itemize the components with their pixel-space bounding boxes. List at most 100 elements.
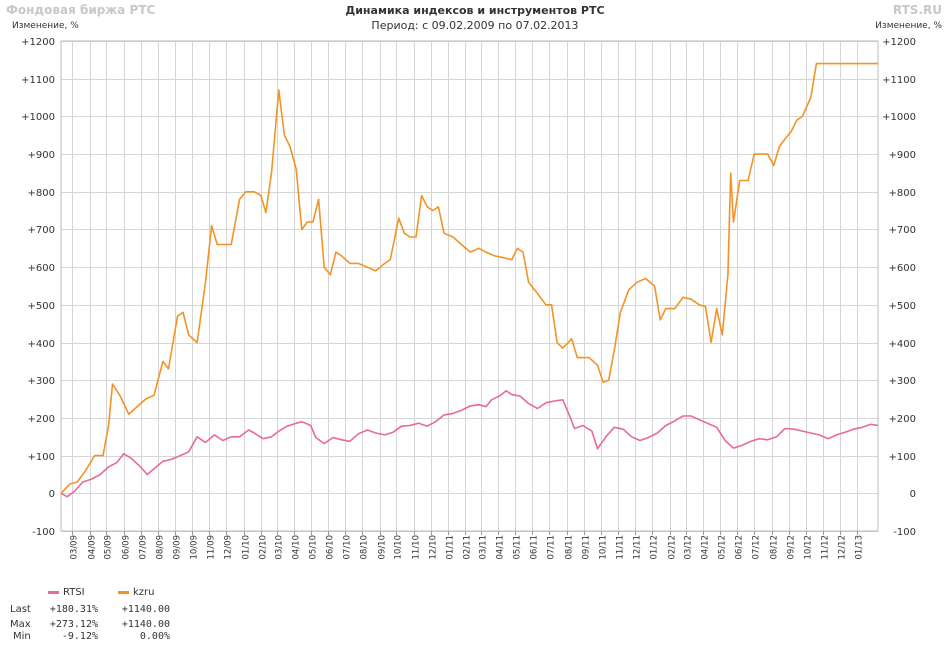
x-tick-label: 06/12: [735, 535, 745, 560]
y-tick-label-left: +100: [28, 452, 55, 463]
y-tick-label-left: +300: [28, 376, 55, 387]
y-tick-label-left: -100: [32, 527, 55, 538]
brand-left: Фондовая биржа РТС: [6, 3, 156, 17]
x-tick-label: 03/12: [684, 535, 694, 560]
x-tick-label: 10/09: [190, 535, 200, 560]
legend-swatch-rtsi: [48, 590, 59, 594]
y-tick-label-left: +600: [28, 263, 55, 274]
legend-label-rtsi: RTSI: [63, 587, 85, 598]
x-tick-label: 05/10: [309, 535, 319, 560]
y-tick-label-right: +600: [889, 263, 916, 274]
x-tick-label: 01/12: [650, 535, 660, 560]
x-tick-label: 06/11: [530, 535, 540, 560]
x-tick-label: 06/10: [326, 535, 336, 560]
y-tick-label-left: +1000: [21, 112, 55, 123]
y-tick-label-right: 0: [910, 489, 916, 500]
x-tick-label: 11/12: [821, 535, 831, 560]
x-tick-label: 09/10: [378, 535, 388, 560]
stats-kzru-max: +1140.00: [121, 619, 170, 630]
x-tick-label: 10/12: [804, 535, 814, 560]
x-tick-label: 02/11: [463, 535, 473, 560]
series-group: [60, 62, 879, 498]
x-tick-label: 07/11: [547, 535, 557, 560]
x-tick-label: 08/10: [360, 535, 370, 560]
y-tick-label-left: +1200: [21, 37, 55, 48]
brand-right[interactable]: RTS.RU: [892, 3, 942, 17]
stats-label-min: Min: [13, 631, 31, 642]
x-tick-label: 04/11: [496, 535, 506, 560]
y-tick-label-right: +400: [889, 339, 916, 350]
x-tick-label: 11/09: [207, 535, 217, 560]
series-line-rtsi: [60, 389, 879, 498]
y-tick-label-right: +1200: [882, 37, 916, 48]
x-tick-label: 01/13: [855, 535, 865, 560]
x-tick-label: 05/11: [513, 535, 523, 560]
y-tick-label-left: +1100: [21, 75, 55, 86]
stats-rtsi-max: +273.12%: [49, 619, 98, 630]
x-tick-label: 12/11: [633, 535, 643, 560]
x-tick-label: 08/12: [770, 535, 780, 560]
chart-title: Динамика индексов и инструментов РТС: [345, 4, 605, 17]
x-tick-label: 10/10: [394, 535, 404, 560]
legend-label-kzru: kzru: [133, 587, 155, 598]
axes: +1200 +1200+1100 +1100+1000 +1000+900 +900+8…: [21, 37, 916, 560]
x-tick-label: 04/09: [88, 535, 98, 560]
plot-frame: [60, 40, 879, 532]
x-tick-label: 08/11: [565, 535, 575, 560]
x-tick-label: 07/12: [752, 535, 762, 560]
legend-item-rtsi[interactable]: RTSI: [48, 587, 85, 598]
y-tick-label-right: +1000: [882, 112, 916, 123]
y-tick-label-right: +800: [889, 188, 916, 199]
y-tick-label-left: +400: [28, 339, 55, 350]
y-tick-label-left: +700: [28, 225, 55, 236]
x-tick-label: 12/12: [838, 535, 848, 560]
y-tick-label-left: 0: [49, 489, 55, 500]
x-tick-label: 02/10: [259, 535, 269, 560]
legend-swatch-kzru: [118, 590, 129, 594]
x-tick-label: 09/11: [582, 535, 592, 560]
stats-kzru-min: 0.00%: [139, 631, 170, 642]
y-tick-label-left: +800: [28, 188, 55, 199]
stats-rtsi-min: -9.12%: [61, 631, 98, 642]
x-tick-label: 02/12: [668, 535, 678, 560]
y-axis-unit-left: Изменение, %: [12, 21, 79, 31]
y-tick-label-right: +1100: [882, 75, 916, 86]
grid: [61, 41, 878, 532]
x-tick-label: 01/10: [242, 535, 252, 560]
x-tick-label: 08/09: [156, 535, 166, 560]
x-tick-label: 12/10: [429, 535, 439, 560]
stats-label-max: Max: [10, 619, 31, 630]
y-tick-label-right: +100: [889, 452, 916, 463]
stats-kzru-last: +1140.00: [121, 604, 170, 615]
y-tick-label-left: +900: [28, 150, 55, 161]
x-tick-label: 01/11: [446, 535, 456, 560]
x-tick-label: 05/12: [718, 535, 728, 560]
x-tick-label: 10/11: [599, 535, 609, 560]
x-tick-label: 11/11: [616, 535, 626, 560]
y-tick-label-right: -100: [893, 527, 916, 538]
y-tick-label-right: +500: [889, 301, 916, 312]
x-tick-label: 05/09: [104, 535, 114, 560]
series-line-kzru: [60, 62, 878, 494]
y-axis-unit-right: Изменение, %: [875, 21, 942, 31]
y-tick-label-right: +700: [889, 225, 916, 236]
y-tick-label-right: +900: [889, 150, 916, 161]
stats-table: Last +180.31% +1140.00 Max +273.12% +114…: [0, 602, 260, 648]
x-tick-label: 07/10: [343, 535, 353, 560]
x-tick-label: 06/09: [122, 535, 132, 560]
legend-item-kzru[interactable]: kzru: [118, 587, 155, 598]
x-tick-label: 03/09: [70, 535, 80, 560]
y-tick-label-left: +500: [28, 301, 55, 312]
x-tick-label: 03/10: [275, 535, 285, 560]
x-tick-label: 09/12: [787, 535, 797, 560]
y-tick-label-right: +200: [889, 414, 916, 425]
x-tick-label: 04/10: [292, 535, 302, 560]
x-tick-label: 04/12: [701, 535, 711, 560]
x-tick-label: 03/11: [479, 535, 489, 560]
x-tick-label: 12/09: [224, 535, 234, 560]
y-tick-label-left: +200: [28, 414, 55, 425]
y-tick-label-right: +300: [889, 376, 916, 387]
x-tick-label: 11/10: [412, 535, 422, 560]
stats-label-last: Last: [10, 604, 31, 615]
